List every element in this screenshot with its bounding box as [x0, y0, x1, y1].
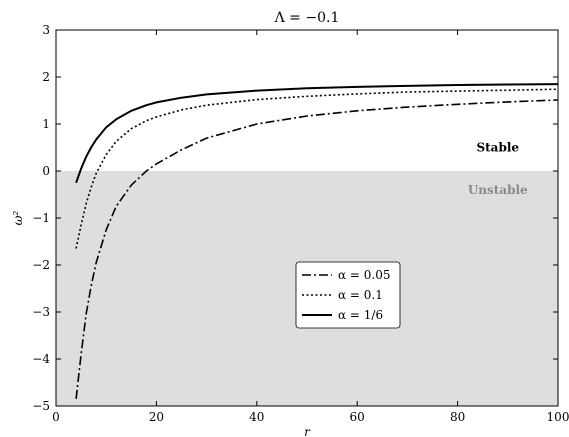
y-tick-label: −1 [32, 211, 50, 225]
ticks-layer: 0 20 40 60 80 100 −5 −4 −3 −2 −1 0 1 2 3 [32, 23, 569, 424]
y-tick-label: −4 [32, 352, 50, 366]
x-tick-label: 0 [52, 410, 60, 424]
series-layer [75, 83, 559, 399]
x-axis-label: r [304, 425, 311, 437]
legend-entry: α = 0.1 [338, 288, 383, 302]
y-tick-label: −2 [32, 258, 50, 272]
y-tick-label: 2 [42, 70, 50, 84]
y-tick-label: −3 [32, 305, 50, 319]
series-line [75, 83, 559, 184]
x-tick-label: 40 [249, 410, 264, 424]
y-tick-label: 0 [42, 164, 50, 178]
y-axis-label: ω² [11, 211, 25, 226]
x-tick-label: 100 [547, 410, 569, 424]
legend-entry: α = 1/6 [338, 308, 383, 322]
x-tick-label: 20 [149, 410, 164, 424]
y-tick-label: −5 [32, 399, 50, 413]
y-tick-label: 3 [42, 23, 50, 37]
y-tick-label: 1 [42, 117, 50, 131]
x-tick-label: 80 [450, 410, 465, 424]
unstable-label: Unstable [468, 183, 528, 197]
chart-title: Λ = −0.1 [274, 10, 340, 26]
legend-box [295, 261, 401, 329]
series-line [75, 99, 559, 399]
x-tick-label: 60 [350, 410, 365, 424]
stable-label: Stable [476, 141, 519, 155]
series-line [75, 88, 559, 249]
legend-entry: α = 0.05 [338, 268, 391, 282]
legend: α = 0.05 α = 0.1 α = 1/6 [295, 261, 401, 329]
